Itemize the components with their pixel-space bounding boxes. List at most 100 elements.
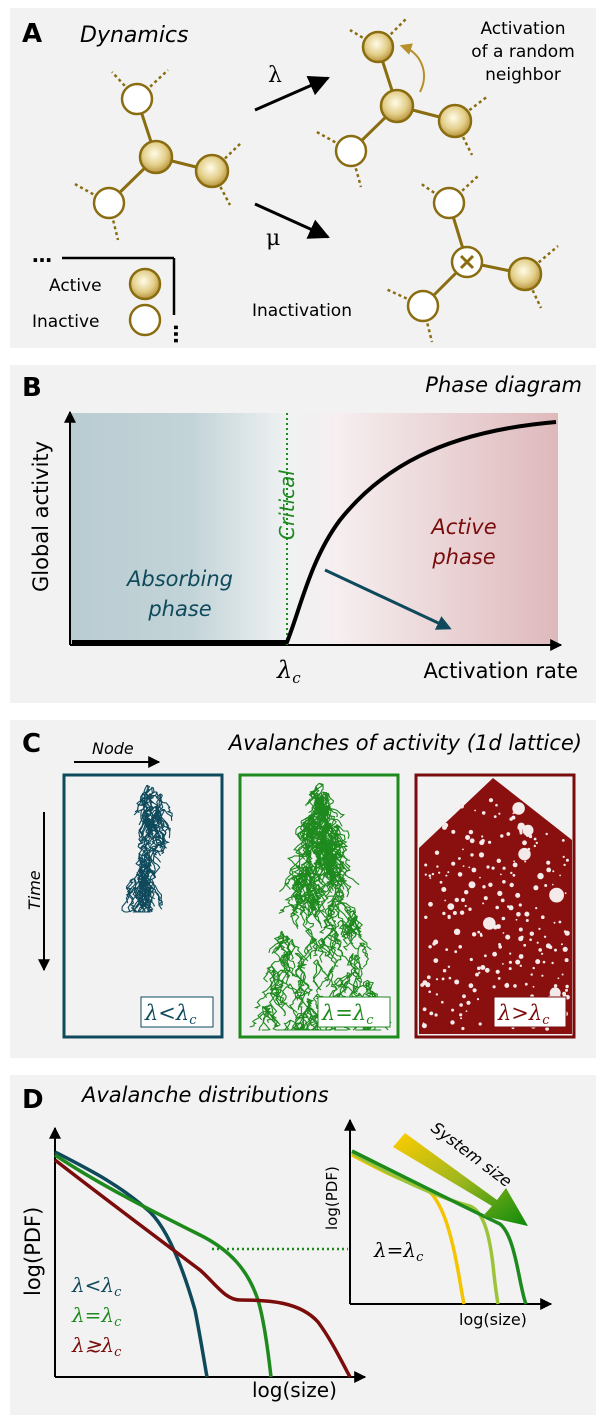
avalanche-hole [424,915,428,919]
avalanche-hole [439,880,443,884]
avalanche-hole [493,815,497,818]
avalanche-hole [478,971,481,974]
avalanche-hole [546,860,551,865]
avalanche-hole [442,911,446,916]
avalanche-trace [300,816,320,840]
active-node [507,256,543,292]
avalanche-hole [497,890,503,897]
avalanche-trace [268,935,294,962]
avalanche-hole [459,1003,463,1007]
avalanche-hole [484,967,490,973]
avalanche-hole [509,882,514,888]
avalanche-hole [442,824,447,830]
avalanche-hole [522,840,527,846]
avalanche-hole [481,811,486,815]
avalanche-hole [525,919,529,922]
avalanche-hole [462,865,465,867]
avalanche-hole [565,984,569,989]
avalanche-hole [441,1000,444,1004]
activation-label-2: of a random [471,42,575,62]
avalanche-hole [557,977,560,980]
avalanche-hole [477,966,481,971]
label-critical: λ=λc [321,1001,374,1028]
avalanche-hole [448,976,452,980]
avalanche-hole [524,860,527,863]
avalanche-hole [491,866,495,870]
legend-subcritical: λ<λc [71,1273,122,1300]
avalanche-hole [472,988,477,993]
avalanche-hole [447,903,455,910]
legend-supercritical: λ≳λc [71,1333,122,1360]
avalanche-hole [422,1022,425,1024]
avalanche-hole [508,905,514,911]
avalanche-hole [501,916,506,921]
panel-b-title: Phase diagram [425,373,582,397]
avalanche-trace [346,953,360,980]
avalanche-hole [549,987,561,999]
avalanche-hole [552,870,555,873]
avalanche-hole [508,960,512,964]
mu-label: μ [266,226,280,251]
avalanche-hole [505,934,511,940]
avalanche-hole [465,835,471,840]
avalanche-hole [528,834,533,839]
avalanche-hole [428,901,433,907]
avalanche-hole [428,874,432,877]
avalanche-hole [435,978,439,981]
avalanche-supercritical [419,778,572,1034]
avalanche-hole [474,809,476,812]
avalanche-hole [535,841,538,845]
avalanche-trace [138,845,156,878]
avalanche-hole [434,1013,438,1017]
avalanche-hole [451,829,456,834]
avalanche-trace [273,935,290,959]
avalanche-hole [515,918,518,921]
curved-arrow-icon [399,43,425,93]
label-box-supercritical [493,996,567,1028]
inactive-node [120,82,154,116]
avalanche-hole [506,832,511,836]
avalanche-trace [292,866,311,898]
avalanche-hole [469,838,475,844]
avalanche-hole [502,880,506,884]
avalanche-hole [426,975,431,980]
curve-supercritical [53,1158,352,1378]
avalanche-hole [479,876,481,879]
x-axis-label: Activation rate [424,659,578,683]
avalanche-trace [298,893,315,930]
inactivation-arrow [254,202,330,239]
avalanche-hole [529,938,532,941]
avalanche-trace [319,903,345,937]
avalanche-hole [488,798,494,803]
absorbing-label-2: phase [147,597,211,621]
avalanche-hole [442,969,447,973]
avalanche-hole [545,832,548,836]
avalanche-hole [500,834,504,838]
avalanche-hole [428,990,432,994]
avalanche-hole [496,858,501,863]
avalanche-trace [249,1005,271,1031]
avalanche-hole [469,957,473,962]
avalanche-hole [465,1010,468,1012]
critical-label: Critical [275,470,299,540]
inset-x-label: log(size) [459,1310,527,1329]
avalanche-subcritical [121,784,173,913]
avalanche-hole [461,1026,465,1031]
avalanche-hole [551,961,554,965]
avalanche-hole [538,948,542,952]
avalanche-hole [510,871,513,875]
avalanche-hole [498,945,503,949]
legend-inactive-node [128,303,162,337]
avalanche-trace [338,922,357,951]
activation-label-1: Activation [480,19,565,39]
panel-b: B Phase diagram Critical Global activity… [10,365,596,703]
avalanche-hole [470,853,474,857]
avalanche-hole [549,887,564,903]
avalanche-hole [518,847,531,861]
avalanche-fill [419,778,572,1034]
legend-active-label: Active [49,276,102,296]
avalanche-hole [478,852,485,858]
avalanche-trace [132,888,152,913]
avalanche-trace [127,890,146,913]
panel-d-title: Avalanche distributions [80,1083,329,1107]
